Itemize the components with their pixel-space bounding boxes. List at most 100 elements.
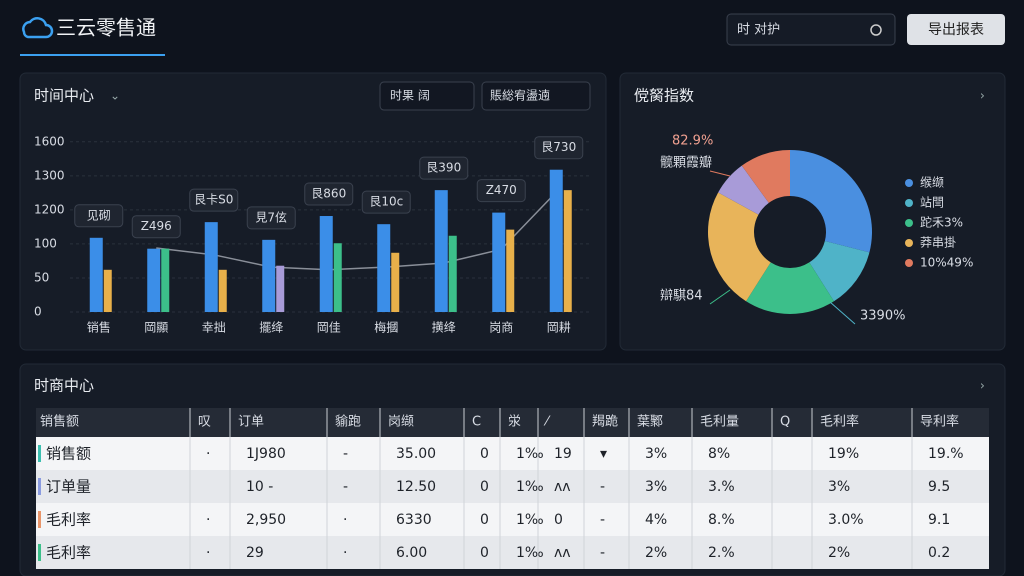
table-cell: · <box>206 446 210 462</box>
column-header: Q <box>780 415 790 430</box>
row-marker <box>38 544 41 561</box>
legend-label: 跎禾3% <box>920 215 963 230</box>
table-cell: 3.% <box>708 479 735 495</box>
leader-line <box>709 170 731 177</box>
column-header: 导利率 <box>920 414 959 430</box>
table-cell: 2% <box>645 545 667 561</box>
annotation: 辯騏84 <box>660 289 703 304</box>
annotation: 82.9% <box>672 134 713 149</box>
table-cell: · <box>206 512 210 528</box>
x-tick-label: 岗商 <box>489 320 513 335</box>
table-cell: 2.% <box>708 545 735 561</box>
export-button[interactable] <box>907 14 1005 45</box>
bar <box>319 216 333 312</box>
x-tick-label: 岡佳 <box>317 321 341 335</box>
search-box[interactable] <box>726 13 896 46</box>
x-tick-label: 岡顯 <box>144 321 168 335</box>
y-tick-label: 100 <box>34 236 57 250</box>
x-tick-label: 岡耕 <box>547 320 571 335</box>
x-tick-label: 幸拙 <box>202 321 226 335</box>
annotation: 艮860 <box>311 187 346 201</box>
column-header: 订单 <box>238 415 264 430</box>
annotation: 艮730 <box>541 140 576 154</box>
bar-panel-title: 时间中心 <box>34 87 94 105</box>
pie-slice <box>746 262 834 315</box>
column-header: 貐跑 <box>335 414 361 430</box>
annotation-badge <box>476 179 526 203</box>
y-tick-label: 1200 <box>34 202 65 216</box>
table-cell: 1‰ <box>516 545 544 561</box>
table-cell: 0 <box>480 479 489 495</box>
leader-line <box>709 289 731 305</box>
table-row[interactable] <box>36 536 989 569</box>
table-cell: 9.1 <box>928 512 950 528</box>
table-cell: · <box>206 545 210 561</box>
filter-dropdown[interactable] <box>379 81 475 111</box>
table-cell: ▾ <box>600 446 607 462</box>
annotation-badge <box>246 206 296 230</box>
bar <box>492 212 506 312</box>
table-cell: 2% <box>828 545 850 561</box>
annotation: Z470 <box>486 183 517 197</box>
power-icon[interactable] <box>870 24 882 36</box>
row-label: 毛利率 <box>46 544 91 562</box>
logo <box>22 17 54 39</box>
annotation-badge <box>534 136 584 160</box>
bar <box>549 169 563 312</box>
table-cell: 8.% <box>708 512 735 528</box>
table-cell: 3% <box>828 479 850 495</box>
legend-label: 10%49% <box>920 256 973 270</box>
row-marker <box>38 478 41 495</box>
table-cell: 10 - <box>246 479 273 495</box>
chevron[interactable]: › <box>980 89 985 103</box>
y-tick-label: 0 <box>34 305 42 319</box>
table-cell: 3% <box>645 479 667 495</box>
table-row[interactable] <box>36 503 989 536</box>
y-tick-label: 50 <box>34 270 49 284</box>
bar <box>506 229 515 312</box>
column-header: C <box>472 415 481 430</box>
annotation: 艮卡S0 <box>194 193 233 207</box>
table-cell: 19 <box>554 446 572 462</box>
bar <box>563 190 572 312</box>
legend-label: 站閆 <box>920 196 944 210</box>
bar <box>89 237 103 312</box>
annotation: 见砌 <box>87 208 111 222</box>
pie-slice <box>790 150 872 253</box>
annotation-badge <box>74 204 124 228</box>
annotation-badge <box>189 188 239 212</box>
bar <box>333 243 342 312</box>
chevron: ⌄ <box>110 89 120 103</box>
row-marker <box>38 511 41 528</box>
table-cell: 1J980 <box>246 446 286 462</box>
trend-line <box>156 188 560 271</box>
column-header: 毛利量 <box>700 415 739 430</box>
bar <box>218 269 227 312</box>
bar <box>377 224 391 312</box>
legend-swatch <box>905 219 913 227</box>
filter-dropdown[interactable] <box>481 81 591 111</box>
table-cell: 4% <box>645 512 667 528</box>
annotation: Z496 <box>141 219 172 233</box>
table-cell: 6.00 <box>396 545 427 561</box>
column-header: 毛利率 <box>820 414 859 430</box>
table-cell: 0 <box>480 545 489 561</box>
leader-line <box>829 301 856 325</box>
table-row[interactable] <box>36 470 989 503</box>
table-cell: 29 <box>246 545 264 561</box>
column-header: 泶 <box>508 415 521 430</box>
chevron[interactable]: › <box>980 379 985 393</box>
annotation: 見7伭 <box>255 210 287 224</box>
table-cell: 0 <box>480 512 489 528</box>
table-cell: - <box>600 512 605 528</box>
column-header: 叹 <box>198 415 211 430</box>
table-cell: - <box>343 446 348 462</box>
table-cell: 1‰ <box>516 512 544 528</box>
bar <box>448 235 457 312</box>
bar <box>262 239 276 312</box>
table-row[interactable] <box>36 437 989 470</box>
table-cell: 9.5 <box>928 479 950 495</box>
table-cell: 19.% <box>928 446 964 462</box>
bar <box>276 265 285 312</box>
export-button-label: 导出报表 <box>928 22 984 38</box>
